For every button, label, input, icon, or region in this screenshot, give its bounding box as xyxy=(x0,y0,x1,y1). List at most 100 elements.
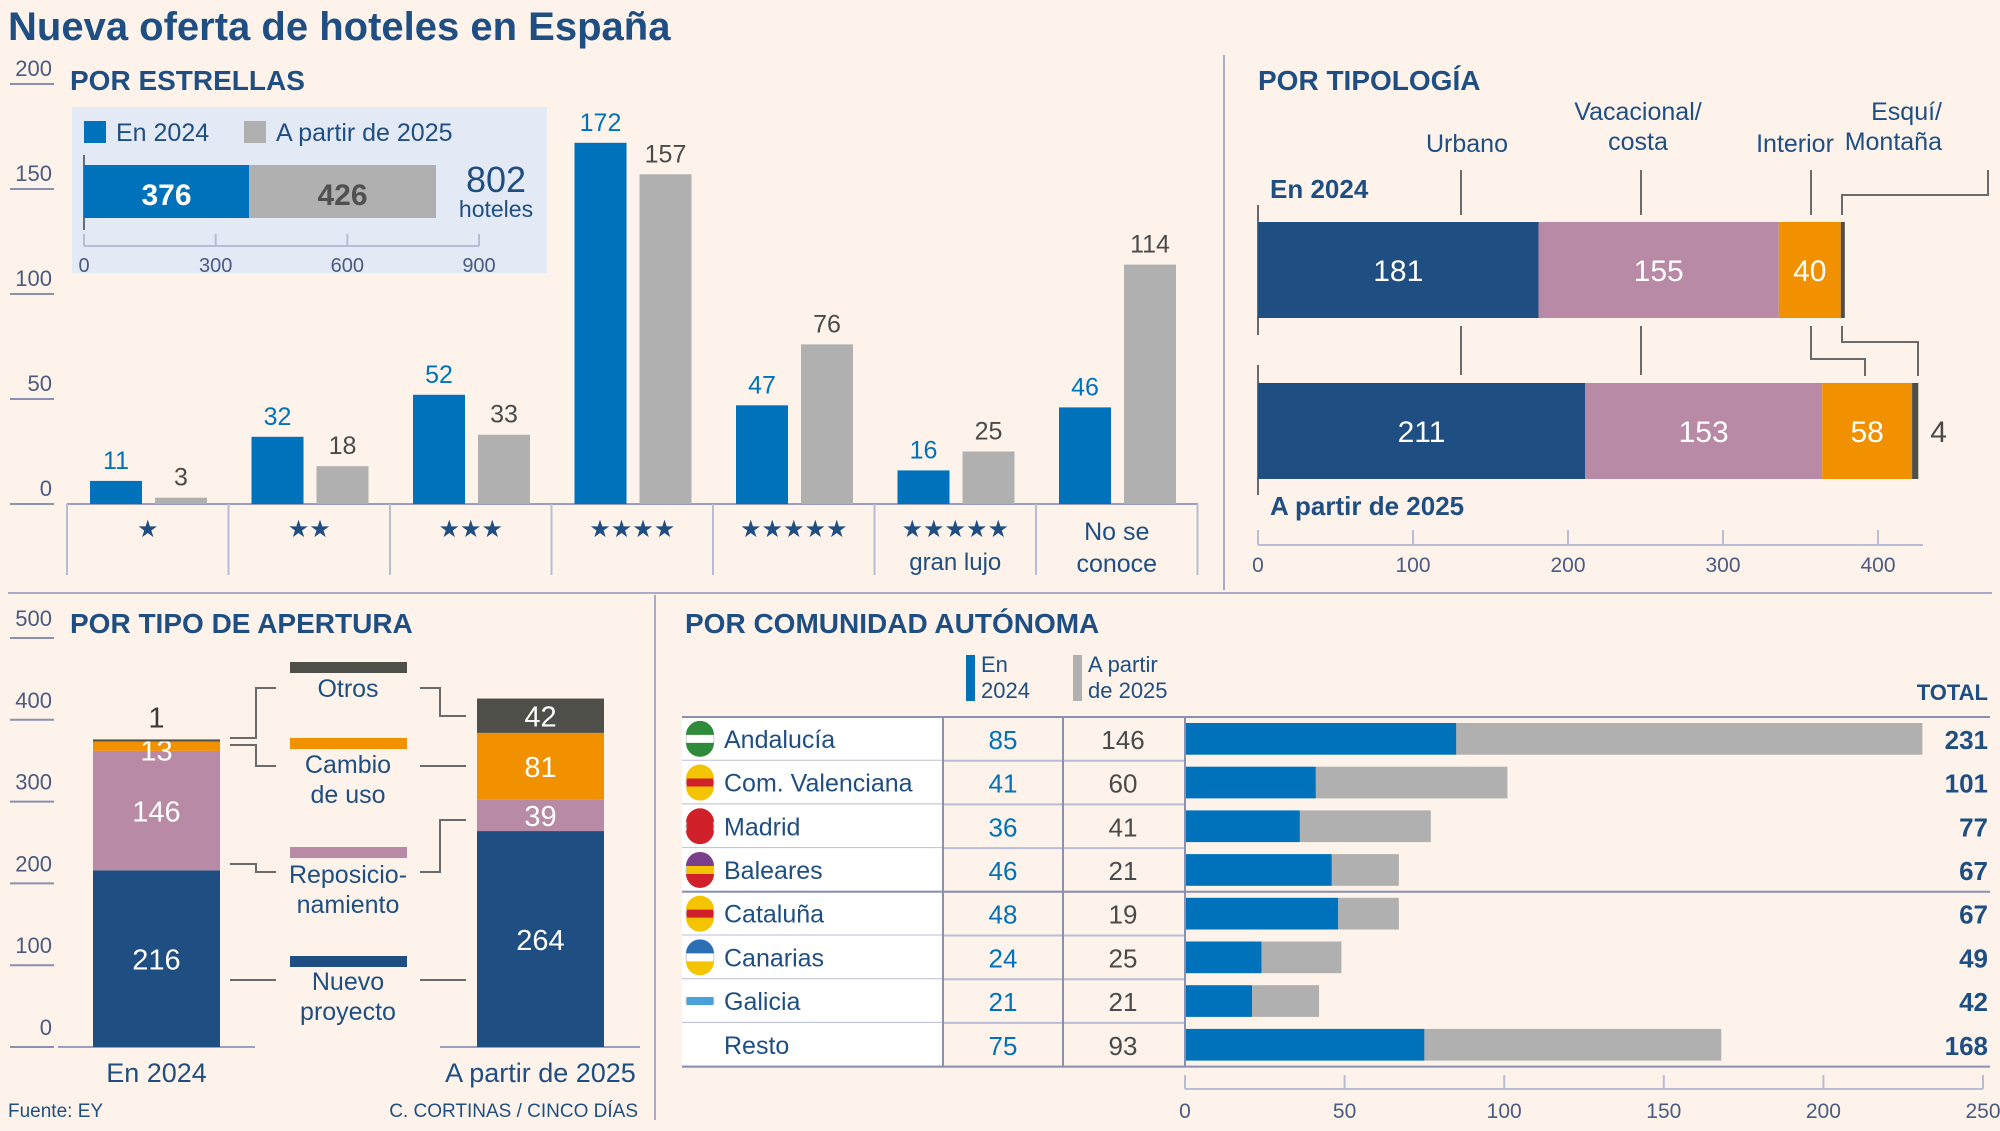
flag-band-bottom xyxy=(686,1005,714,1020)
bar-value-label: 32 xyxy=(264,403,292,431)
cataluna-flag-icon xyxy=(685,895,715,932)
segment-2 xyxy=(1822,383,1913,479)
legend-swatch-2024 xyxy=(966,655,975,701)
segment-value: 1 xyxy=(148,702,164,734)
flag-band-top xyxy=(686,983,714,998)
bar-2024 xyxy=(736,405,788,504)
segment-value: 264 xyxy=(516,925,564,957)
segment-1 xyxy=(1538,222,1779,318)
category-label: gran lujo xyxy=(909,549,1001,576)
bar-2025 xyxy=(801,344,853,504)
total-bar-value: 426 xyxy=(317,179,367,212)
series-label: Urbano xyxy=(1426,130,1508,158)
bar-2025 xyxy=(316,466,369,504)
valencia-flag-icon xyxy=(685,764,715,801)
row-total: 42 xyxy=(1959,987,1988,1017)
flag-band-top xyxy=(686,808,714,823)
value-2024: 48 xyxy=(989,900,1018,930)
bar-2024 xyxy=(1185,1028,1425,1061)
legend-label: Cambio de uso xyxy=(305,751,391,809)
bar-value-label: 157 xyxy=(645,140,687,168)
flag-band-top xyxy=(686,720,714,735)
segment-1 xyxy=(1585,383,1823,479)
row-name-cell xyxy=(682,1022,942,1067)
row-name-cell xyxy=(682,935,942,980)
star-rating-icon: ★★★ xyxy=(438,516,503,543)
region-name: Com. Valenciana xyxy=(724,770,913,798)
stack-segment-1 xyxy=(477,799,604,832)
legend-label-2025: A partir de 2025 xyxy=(276,119,453,147)
value-2024: 21 xyxy=(989,987,1018,1017)
bar-value-label: 11 xyxy=(103,447,129,475)
x-tick-label: 0 xyxy=(1252,554,1264,577)
stack-segment-2 xyxy=(93,740,220,751)
bar-value-label: 25 xyxy=(975,418,1003,446)
value-2025: 41 xyxy=(1109,812,1138,842)
series-label: Vacacional/costa xyxy=(1574,98,1701,156)
column-header-total: TOTAL xyxy=(1917,680,1988,705)
total-bar-2025 xyxy=(249,165,436,218)
connector xyxy=(230,687,276,739)
legend-label: Reposicio-namiento xyxy=(289,861,407,919)
y-tick-label: 500 xyxy=(15,606,52,631)
bar-2024 xyxy=(1185,854,1332,886)
bar-2024 xyxy=(90,480,142,504)
flag-band-top xyxy=(686,851,714,866)
segment-value: 153 xyxy=(1679,416,1729,449)
flag-band-bottom xyxy=(686,873,714,888)
flag-band-top xyxy=(686,895,714,910)
value-2025: 25 xyxy=(1109,943,1138,973)
region-name: Canarias xyxy=(724,944,824,972)
canarias-flag-icon xyxy=(685,939,715,976)
stack-segment-1 xyxy=(93,750,220,871)
leader-line xyxy=(1841,326,1919,376)
segment-0 xyxy=(1258,383,1586,479)
flag-band-top xyxy=(686,764,714,779)
table-row: Galicia 21 21 42 xyxy=(682,979,1988,1024)
segment-value: 58 xyxy=(1850,416,1883,449)
table-row: Madrid 36 41 77 xyxy=(682,804,1988,850)
category-label: A partir de 2025 xyxy=(445,1058,636,1088)
tipologia-title: POR TIPOLOGÍA xyxy=(1258,65,1480,96)
value-2024: 75 xyxy=(989,1031,1018,1061)
bar-2025 xyxy=(1261,941,1342,974)
value-2025: 60 xyxy=(1109,769,1138,799)
bar-value-label: 46 xyxy=(1071,373,1099,401)
bar-value-label: 172 xyxy=(580,109,622,137)
region-name: Cataluña xyxy=(724,901,824,929)
region-name: Andalucía xyxy=(724,726,835,754)
bar-2024 xyxy=(1185,897,1339,930)
inset-x-tick-label: 0 xyxy=(78,255,89,277)
table-row: Andalucía 85 146 231 xyxy=(682,717,1988,762)
page-title: Nueva oferta de hoteles en España xyxy=(8,5,671,49)
bar-value-label: 76 xyxy=(813,310,841,338)
segment-value: 39 xyxy=(524,801,556,833)
total-count: 802 xyxy=(466,159,526,200)
x-tick-label: 250 xyxy=(1965,1100,2000,1123)
segment-value: 181 xyxy=(1373,255,1423,288)
connector xyxy=(420,687,466,717)
legend-label: Otros xyxy=(317,675,378,703)
row-label-2025: A partir de 2025 xyxy=(1270,491,1464,521)
comunidad-chart: En 2024 A partir de 2025 TOTAL Andalucía 85 146… xyxy=(682,652,2000,1123)
bar-2025 xyxy=(639,174,692,505)
bar-2025 xyxy=(1299,810,1431,843)
row-name-cell xyxy=(682,848,942,892)
flag-band-bottom xyxy=(686,786,714,801)
legend-label-2024: En 2024 xyxy=(116,119,209,147)
bar-2025 xyxy=(1424,1028,1722,1061)
bar-2024 xyxy=(1185,941,1262,974)
value-2025: 146 xyxy=(1101,725,1144,755)
region-name: Resto xyxy=(724,1032,789,1060)
source-note: Fuente: EY xyxy=(8,1101,103,1122)
star-rating-icon: ★ xyxy=(137,516,159,543)
legend-swatch xyxy=(290,847,407,858)
legend-swatch-2025 xyxy=(244,121,266,143)
x-tick-label: 100 xyxy=(1487,1100,1522,1123)
value-2025: 21 xyxy=(1109,987,1138,1017)
star-rating-icon: ★★★★ xyxy=(589,516,675,543)
segment-value: 155 xyxy=(1634,255,1684,288)
madrid-flag-icon xyxy=(685,808,715,845)
